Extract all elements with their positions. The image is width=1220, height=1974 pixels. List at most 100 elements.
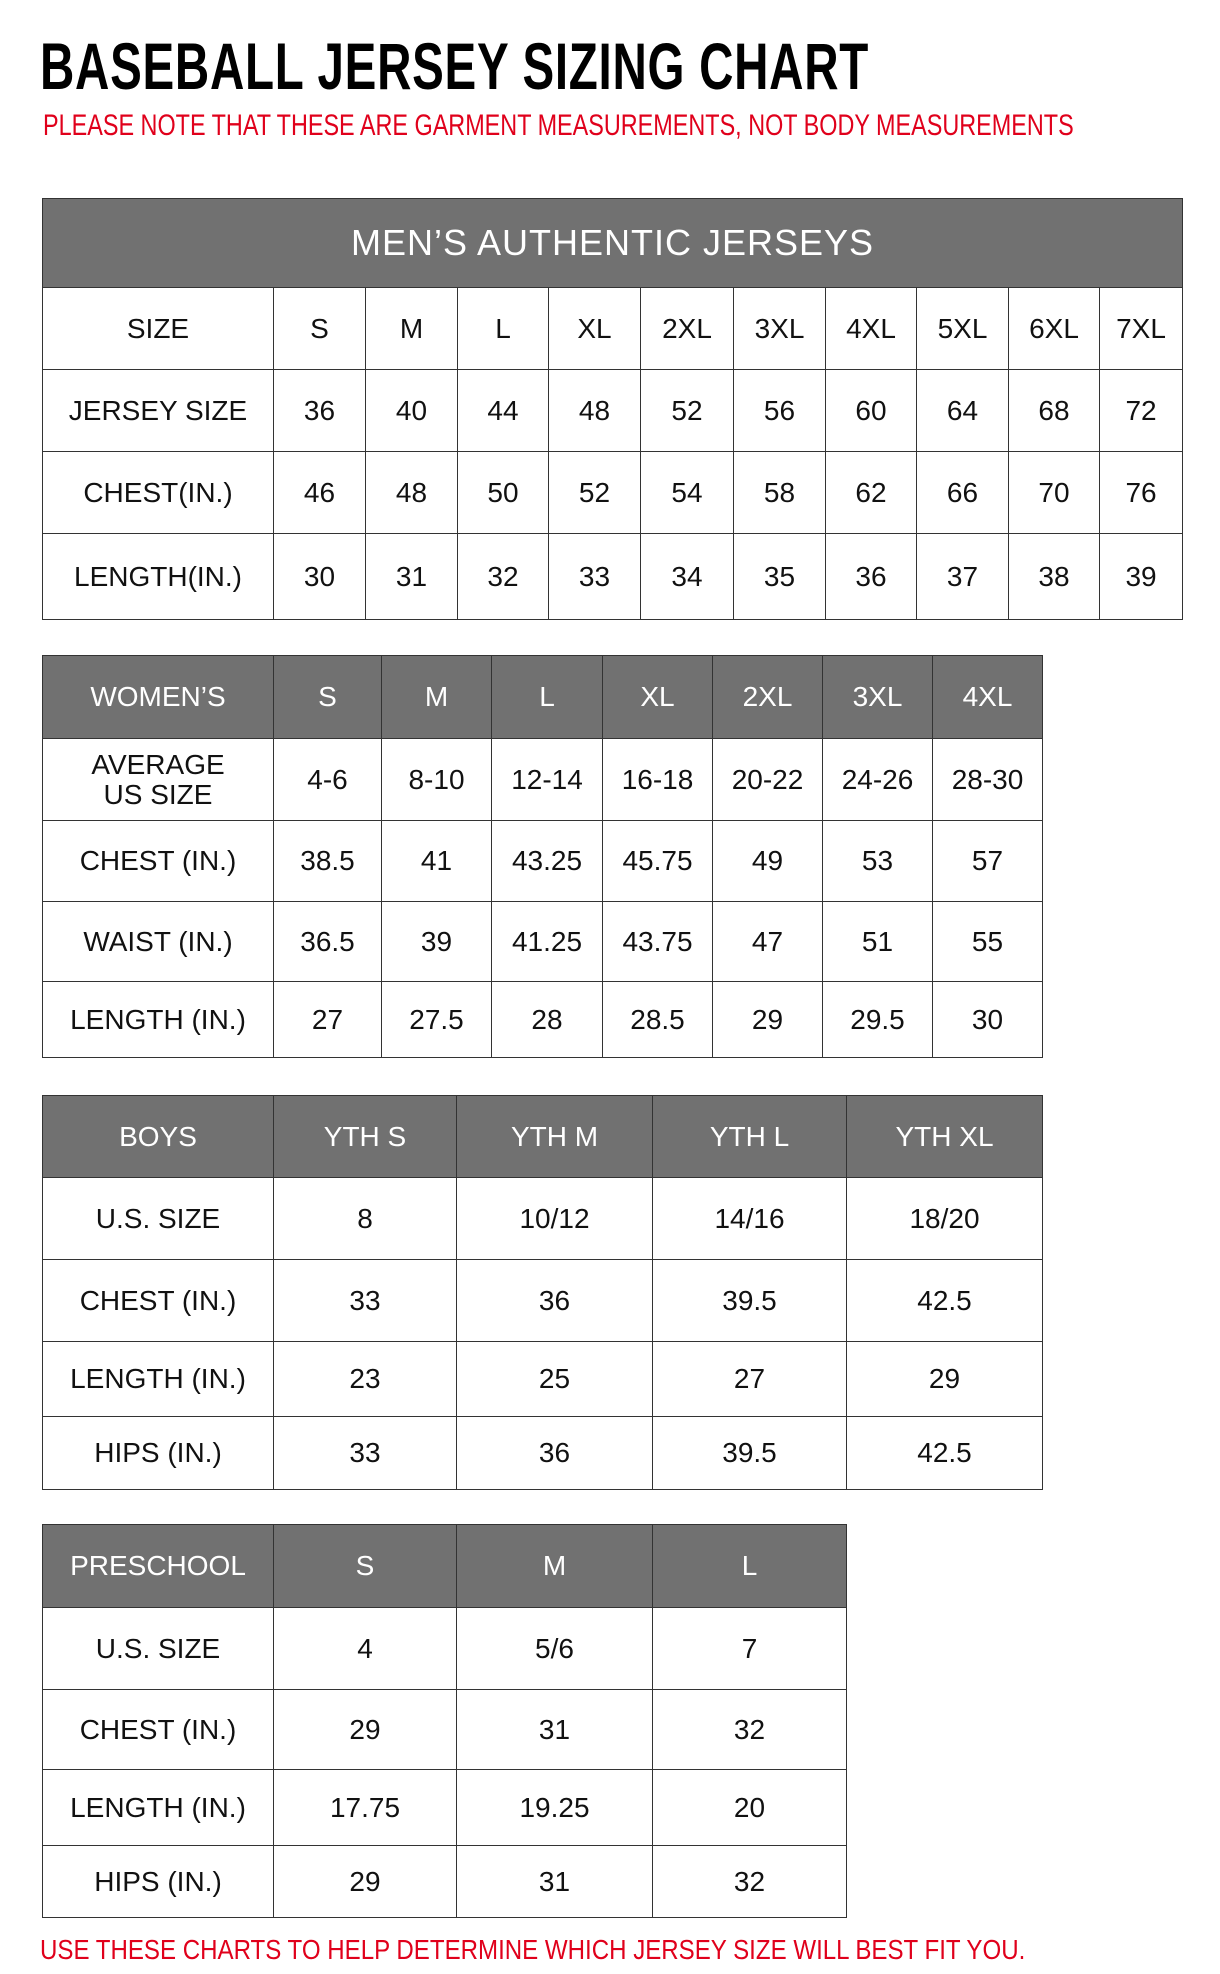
measurement-cell: 43.25	[491, 820, 603, 902]
row-label-header: PRESCHOOL	[42, 1524, 274, 1608]
measurement-cell: 48	[365, 451, 458, 534]
measurement-cell: 55	[932, 901, 1043, 982]
measurement-cell: 27	[652, 1341, 847, 1417]
measurement-cell: 33	[273, 1416, 457, 1490]
measurement-cell: 28.5	[602, 981, 713, 1058]
row-label: WAIST (IN.)	[42, 901, 274, 982]
table-row: LENGTH (IN.) 17.75 19.25 20	[42, 1769, 847, 1846]
table-banner: MEN’S AUTHENTIC JERSEYS	[41, 198, 1184, 288]
measurement-cell: 49	[712, 820, 823, 902]
measurement-cell: 37	[916, 533, 1009, 620]
measurement-cell: 42.5	[846, 1259, 1043, 1342]
table-row: LENGTH (IN.) 23 25 27 29	[42, 1341, 1043, 1417]
measurement-cell: 76	[1098, 451, 1184, 534]
measurement-cell: 31	[365, 533, 458, 620]
measurement-cell: 4-6	[273, 738, 382, 821]
footer-note: USE THESE CHARTS TO HELP DETERMINE WHICH…	[40, 1934, 1026, 1965]
measurement-cell: 8-10	[381, 738, 492, 821]
measurement-cell: 57	[932, 820, 1043, 902]
measurement-cell: 72	[1098, 369, 1184, 452]
measurement-cell: 24-26	[822, 738, 933, 821]
row-label: JERSEY SIZE	[42, 369, 274, 452]
measurement-cell: 41	[381, 820, 492, 902]
preschool-table: PRESCHOOL S M L U.S. SIZE 4 5/6 7 CHEST (IN.) 29 3…	[42, 1524, 847, 1918]
measurement-cell: 31	[456, 1689, 653, 1770]
size-column-header: S	[273, 655, 382, 739]
measurement-cell: 27.5	[381, 981, 492, 1058]
measurement-cell: 39	[1098, 533, 1184, 620]
measurement-cell: 62	[825, 451, 917, 534]
measurement-cell: 56	[733, 369, 826, 452]
table-row: LENGTH(IN.) 30 31 32 33 34 35 36 37 38 39	[42, 533, 1184, 620]
table-row: CHEST (IN.) 38.5 41 43.25 45.75 49 53 57	[42, 820, 1043, 902]
measurement-cell: 31	[456, 1845, 653, 1918]
measurement-cell: 50	[457, 451, 549, 534]
row-label: LENGTH (IN.)	[42, 1769, 274, 1846]
measurement-cell: 54	[640, 451, 734, 534]
size-column-header: 6XL	[1008, 287, 1100, 370]
measurement-cell: 68	[1008, 369, 1100, 452]
measurement-cell: 30	[932, 981, 1043, 1058]
table-row: U.S. SIZE 4 5/6 7	[42, 1607, 847, 1690]
table-row: JERSEY SIZE 36 40 44 48 52 56 60 64 68 72	[42, 369, 1184, 452]
table-row: CHEST (IN.) 33 36 39.5 42.5	[42, 1259, 1043, 1342]
measurement-cell: 34	[640, 533, 734, 620]
page-title: BASEBALL JERSEY SIZING CHART	[40, 29, 870, 103]
row-label: LENGTH (IN.)	[42, 1341, 274, 1417]
size-column-header: L	[652, 1524, 847, 1608]
size-column-header: L	[457, 287, 549, 370]
size-column-header: XL	[548, 287, 641, 370]
measurement-cell: 29	[846, 1341, 1043, 1417]
size-column-header: 2XL	[640, 287, 734, 370]
row-label-header: SIZE	[42, 287, 274, 370]
measurement-cell: 36.5	[273, 901, 382, 982]
measurement-cell: 66	[916, 451, 1009, 534]
size-column-header: 4XL	[932, 655, 1043, 739]
measurement-cell: 36	[273, 369, 366, 452]
measurement-cell: 48	[548, 369, 641, 452]
table-header-row: WOMEN’S S M L XL 2XL 3XL 4XL	[42, 655, 1043, 739]
measurement-cell: 33	[548, 533, 641, 620]
size-column-header: 4XL	[825, 287, 917, 370]
table-row: WAIST (IN.) 36.5 39 41.25 43.75 47 51 55	[42, 901, 1043, 982]
measurement-cell: 29	[273, 1845, 457, 1918]
measurement-cell: 28	[491, 981, 603, 1058]
table-row: U.S. SIZE 8 10/12 14/16 18/20	[42, 1177, 1043, 1260]
measurement-cell: 40	[365, 369, 458, 452]
measurement-cell: 16-18	[602, 738, 713, 821]
row-label-header: WOMEN’S	[42, 655, 274, 739]
measurement-cell: 38.5	[273, 820, 382, 902]
measurement-cell: 29	[712, 981, 823, 1058]
table-row: HIPS (IN.) 33 36 39.5 42.5	[42, 1416, 1043, 1490]
table-row: AVERAGE US SIZE 4-6 8-10 12-14 16-18 20-22 24-…	[42, 738, 1043, 821]
measurement-cell: 35	[733, 533, 826, 620]
table-row: LENGTH (IN.) 27 27.5 28 28.5 29 29.5 30	[42, 981, 1043, 1058]
measurement-cell: 53	[822, 820, 933, 902]
row-label: CHEST (IN.)	[42, 1259, 274, 1342]
row-label: U.S. SIZE	[42, 1177, 274, 1260]
measurement-cell: 52	[548, 451, 641, 534]
measurement-cell: 58	[733, 451, 826, 534]
measurement-cell: 44	[457, 369, 549, 452]
measurement-cell: 42.5	[846, 1416, 1043, 1490]
womens-table: WOMEN’S S M L XL 2XL 3XL 4XL AVERAGE US SIZE 4-6 8…	[42, 655, 1043, 1058]
measurement-cell: 43.75	[602, 901, 713, 982]
measurement-cell: 17.75	[273, 1769, 457, 1846]
measurement-cell: 36	[825, 533, 917, 620]
measurement-cell: 20	[652, 1769, 847, 1846]
garment-measurement-note: PLEASE NOTE THAT THESE ARE GARMENT MEASU…	[43, 109, 1074, 142]
measurement-cell: 20-22	[712, 738, 823, 821]
row-label: U.S. SIZE	[42, 1607, 274, 1690]
measurement-cell: 19.25	[456, 1769, 653, 1846]
table-row: HIPS (IN.) 29 31 32	[42, 1845, 847, 1918]
measurement-cell: 5/6	[456, 1607, 653, 1690]
row-label: CHEST(IN.)	[42, 451, 274, 534]
measurement-cell: 27	[273, 981, 382, 1058]
table-header-row: BOYS YTH S YTH M YTH L YTH XL	[42, 1095, 1043, 1178]
measurement-cell: 32	[457, 533, 549, 620]
measurement-cell: 36	[456, 1259, 653, 1342]
size-column-header: 7XL	[1098, 287, 1184, 370]
size-column-header: XL	[602, 655, 713, 739]
size-column-header: YTH M	[456, 1095, 653, 1178]
table-row: CHEST (IN.) 29 31 32	[42, 1689, 847, 1770]
